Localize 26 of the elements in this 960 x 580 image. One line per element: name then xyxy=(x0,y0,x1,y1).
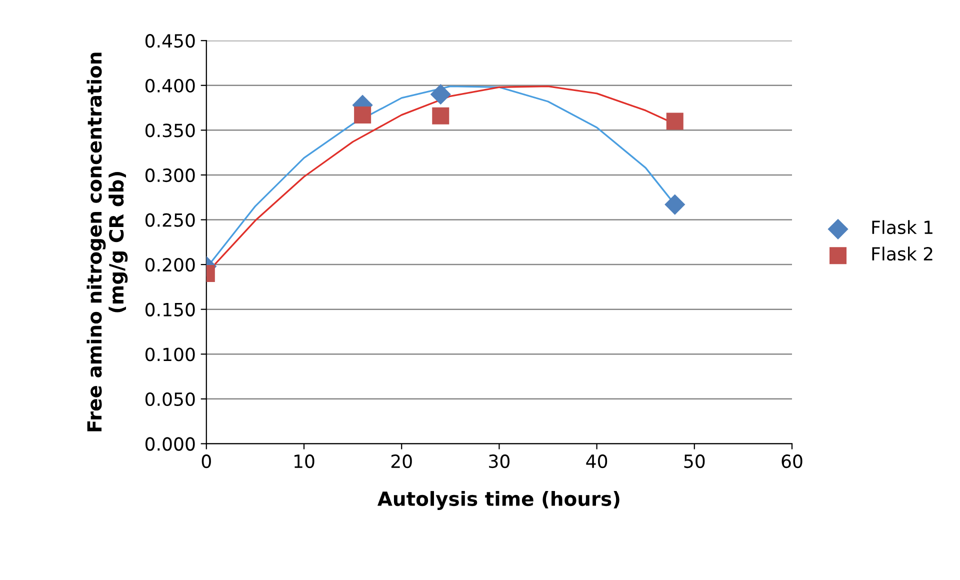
x-axis-title: Autolysis time (hours) xyxy=(377,491,620,510)
x-tick-label: 30 xyxy=(489,454,510,468)
y-tick-label: 0.150 xyxy=(145,302,195,316)
x-tick-label: 20 xyxy=(391,454,412,468)
y-tick-label: 0.450 xyxy=(145,34,195,48)
x-tick-label: 10 xyxy=(294,454,314,468)
x-tick-label: 60 xyxy=(782,454,802,468)
point xyxy=(666,112,684,130)
y-tick-label: 0.050 xyxy=(145,392,195,406)
y-tick-label: 0.350 xyxy=(145,124,195,138)
point xyxy=(432,107,450,124)
y-tick-label: 0.400 xyxy=(145,78,195,93)
y-tick-label: 0.250 xyxy=(145,213,195,227)
point xyxy=(354,106,372,124)
legend-label: Flask 1 xyxy=(872,220,932,234)
x-tick-label: 40 xyxy=(586,454,608,468)
y-tick-label: 0.000 xyxy=(145,437,195,451)
y-tick-label: 0.300 xyxy=(145,168,195,182)
legend-label: Flask 2 xyxy=(872,246,932,261)
y-tick-label: 0.200 xyxy=(145,258,195,272)
x-tick-label: 50 xyxy=(684,454,705,468)
y-tick-label: 0.100 xyxy=(145,348,195,362)
x-tick-label: 0 xyxy=(202,454,211,468)
point xyxy=(430,84,451,105)
point xyxy=(664,194,686,215)
y-axis-title: Free amino nitrogen concentration (mg/g CR db) xyxy=(86,52,128,432)
